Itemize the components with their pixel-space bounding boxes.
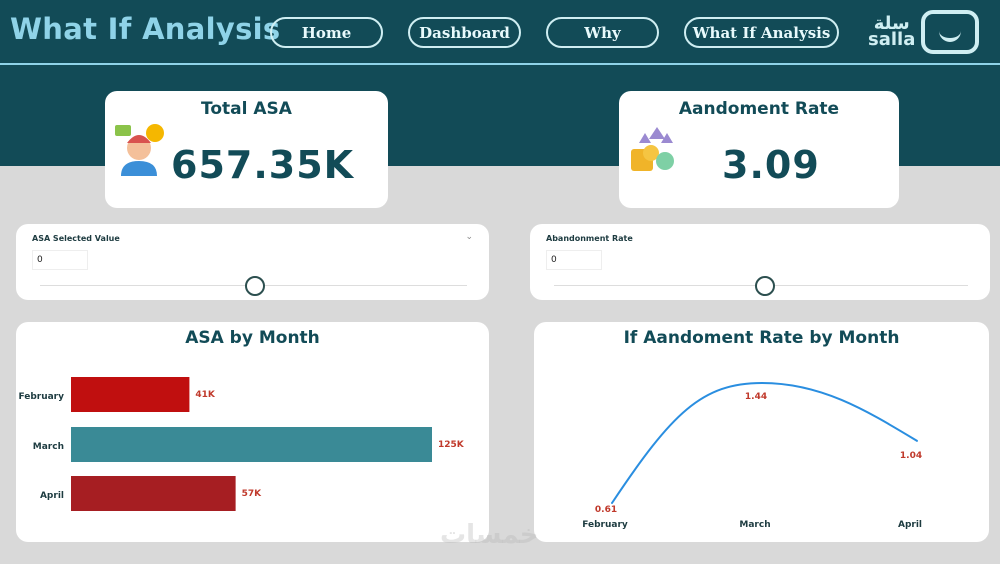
kpi-card-abandonment-rate: Aandoment Rate 3.09: [619, 91, 899, 208]
data-label: 41K: [195, 390, 216, 400]
nav-what-if-button[interactable]: What If Analysis: [684, 17, 839, 48]
data-label: 125K: [438, 440, 465, 450]
data-label: 57K: [242, 489, 263, 499]
data-point: [761, 382, 763, 384]
logo-arabic: سلة: [873, 13, 910, 34]
line-chart-svg: 0.61 February 1.44 March 1.04 April: [582, 381, 922, 530]
call-center-agent-icon: [115, 124, 164, 176]
category-label: April: [898, 520, 922, 530]
bar-february: [71, 377, 190, 412]
salla-logo: سلة salla: [868, 10, 980, 54]
page-title: What If Analysis: [10, 12, 281, 46]
data-label: 1.44: [745, 392, 767, 402]
nav-home-button[interactable]: Home: [270, 17, 383, 48]
header-divider: [0, 63, 1000, 65]
abandonment-value-input[interactable]: 0: [546, 250, 602, 270]
category-label: February: [18, 392, 64, 402]
slicer-label: Abandonment Rate: [546, 234, 633, 243]
category-label: March: [739, 520, 770, 530]
kpi-card-total-asa: Total ASA 657.35K: [105, 91, 388, 208]
chart-title: If Aandoment Rate by Month: [623, 328, 900, 348]
nav-why-button[interactable]: Why: [546, 17, 659, 48]
asa-slicer: ASA Selected Value ⌄ 0: [16, 224, 489, 300]
kpi-value: 3.09: [722, 143, 820, 187]
chevron-down-icon[interactable]: ⌄: [465, 232, 473, 242]
chart-title: ASA by Month: [185, 328, 320, 348]
abandonment-by-month-chart: If Aandoment Rate by Month 0.61 February 1…: [534, 322, 989, 542]
category-label: February: [582, 520, 628, 530]
coins-growth-icon: [631, 127, 674, 171]
bar-april: [71, 476, 236, 511]
nav-dashboard-button[interactable]: Dashboard: [408, 17, 521, 48]
data-point: [916, 439, 918, 442]
data-label: 0.61: [595, 505, 617, 515]
kpi-title: Aandoment Rate: [678, 99, 840, 119]
data-point: [611, 502, 613, 504]
slicer-label: ASA Selected Value: [32, 234, 120, 243]
bar-march: [71, 427, 432, 462]
slider-thumb[interactable]: [755, 276, 775, 296]
asa-value-input[interactable]: 0: [32, 250, 88, 270]
abandonment-slicer: Abandonment Rate 0: [530, 224, 990, 300]
logo-bag-icon: [921, 10, 980, 54]
kpi-title: Total ASA: [201, 99, 292, 119]
asa-by-month-chart: ASA by Month February 41K March 125K April 57…: [16, 322, 489, 542]
bar-chart-svg: February 41K March 125K April 57K: [18, 377, 465, 511]
category-label: March: [33, 442, 64, 452]
kpi-value: 657.35K: [171, 143, 355, 187]
data-label: 1.04: [900, 451, 922, 461]
slider-thumb[interactable]: [245, 276, 265, 296]
category-label: April: [40, 491, 64, 501]
logo-latin: salla: [868, 29, 916, 50]
watermark: خمسات: [440, 520, 539, 550]
